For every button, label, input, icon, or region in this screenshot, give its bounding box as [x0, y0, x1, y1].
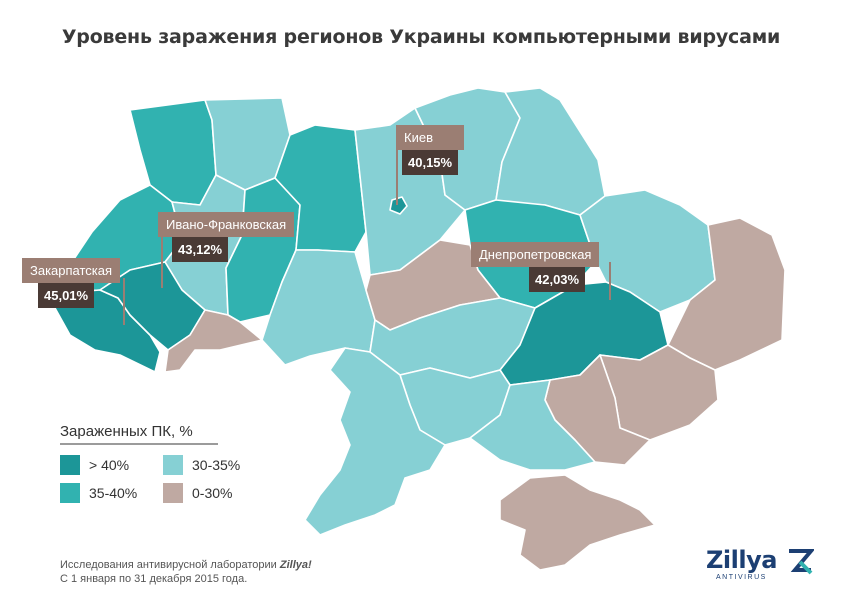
zillya-logo: Zillya ANTIVIRUS	[706, 546, 814, 581]
legend-item-gt40: > 40%	[60, 455, 129, 475]
callout-zakarpattia: Закарпатская 45,01%	[22, 258, 121, 308]
callout-name: Днепропетровская	[471, 242, 600, 267]
legend-item-35-40: 35-40%	[60, 483, 137, 503]
region-kherson	[469, 379, 596, 471]
footer-note: Исследования антивирусной лаборатории Zi…	[60, 558, 312, 586]
legend-item-0-30: 0-30%	[163, 483, 232, 503]
callout-ivano-frankivsk: Ивано-Франковская 43,12%	[158, 212, 295, 262]
legend-label: 0-30%	[192, 485, 233, 501]
region-zakarpattia	[54, 289, 161, 373]
callout-name: Ивано-Франковская	[158, 212, 295, 237]
footer-line2: С 1 января по 31 декабря 2015 года.	[60, 573, 248, 585]
legend-title: Зараженных ПК, %	[60, 423, 193, 440]
legend-divider	[60, 443, 218, 445]
callout-value: 43,12%	[172, 237, 229, 262]
footer-brand: Zillya!	[279, 559, 312, 571]
callout-value: 45,01%	[38, 283, 95, 308]
callout-value: 42,03%	[529, 267, 586, 292]
callout-name: Закарпатская	[22, 258, 121, 283]
region-kyiv-oblast	[354, 107, 466, 276]
callout-value: 40,15%	[402, 150, 459, 175]
legend-swatch	[163, 483, 183, 503]
legend-swatch	[163, 455, 183, 475]
region-kyiv-city	[389, 196, 408, 215]
map-title: Уровень заражения регионов Украины компь…	[61, 26, 781, 48]
legend-label: 35-40%	[89, 485, 138, 501]
callout-kyiv: Киев 40,15%	[396, 125, 464, 175]
callout-name: Киев	[396, 125, 464, 150]
logo-z-icon	[789, 549, 814, 575]
region-odesa	[304, 347, 446, 536]
region-luhansk	[667, 217, 786, 371]
logo-name: Zillya	[706, 546, 777, 574]
logo-sub: ANTIVIRUS	[716, 574, 767, 581]
region-crimea	[499, 474, 656, 571]
callout-dnipropetrovsk: Днепропетровская 42,03%	[471, 242, 600, 292]
legend-item-30-35: 30-35%	[163, 455, 240, 475]
legend-label: 30-35%	[192, 457, 241, 473]
legend-swatch	[60, 483, 80, 503]
legend-label: > 40%	[89, 457, 130, 473]
legend-swatch	[60, 455, 80, 475]
footer-line1: Исследования антивирусной лаборатории	[60, 559, 280, 571]
